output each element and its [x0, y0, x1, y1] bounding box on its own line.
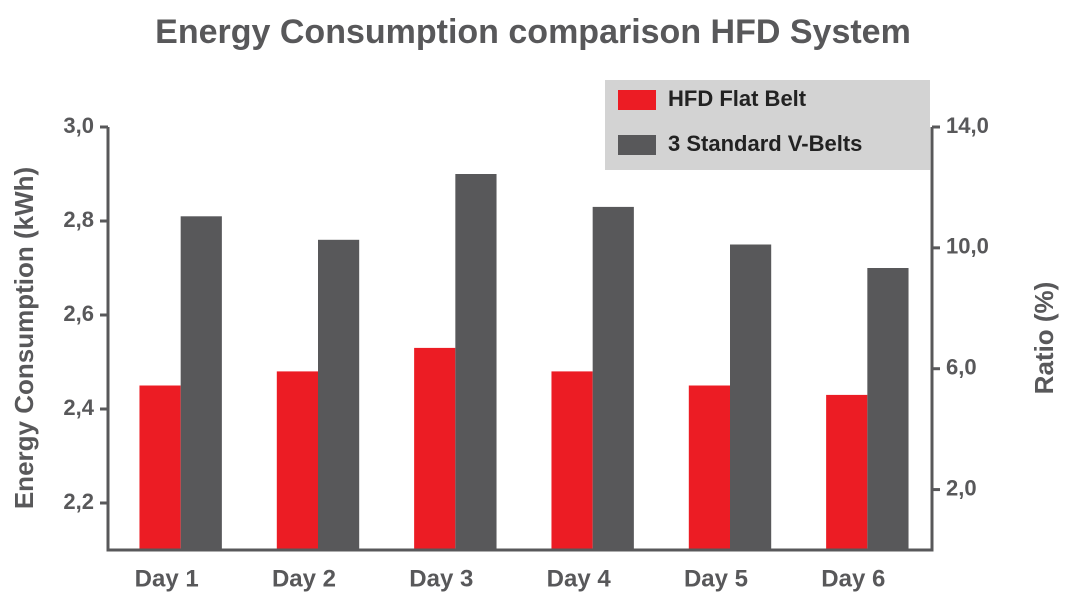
y2-tick-label: 6,0 — [946, 355, 977, 380]
bar — [180, 216, 222, 551]
legend-swatch — [618, 90, 656, 110]
y2-axis-label: Ratio (%) — [1029, 282, 1059, 395]
bar — [414, 347, 456, 550]
bar — [592, 206, 634, 550]
x-tick-label: Day 3 — [409, 565, 473, 592]
legend-label: HFD Flat Belt — [668, 86, 807, 111]
bar — [826, 394, 868, 550]
bar — [688, 385, 730, 550]
bar — [455, 174, 497, 550]
x-tick-label: Day 5 — [684, 565, 748, 592]
legend-box — [605, 80, 930, 170]
y-tick-label: 2,6 — [63, 301, 94, 326]
x-tick-label: Day 6 — [821, 565, 885, 592]
y2-tick-label: 14,0 — [946, 113, 989, 138]
bar — [730, 244, 772, 550]
bar — [551, 371, 593, 550]
y2-tick-label: 10,0 — [946, 234, 989, 259]
y-tick-label: 2,4 — [63, 395, 94, 420]
y-tick-label: 2,8 — [63, 207, 94, 232]
legend-label: 3 Standard V-Belts — [668, 131, 862, 156]
y2-tick-label: 2,0 — [946, 475, 977, 500]
legend-swatch — [618, 135, 656, 155]
y-tick-label: 3,0 — [63, 113, 94, 138]
y-tick-label: 2,2 — [63, 489, 94, 514]
x-tick-label: Day 4 — [547, 565, 612, 592]
bar — [318, 239, 360, 551]
y-axis-label: Energy Consumption (kWh) — [9, 167, 39, 509]
x-tick-label: Day 1 — [135, 565, 199, 592]
bar — [276, 371, 318, 550]
bar — [139, 385, 181, 550]
chart-title: Energy Consumption comparison HFD System — [155, 13, 911, 51]
bar — [867, 268, 909, 550]
axes — [106, 127, 934, 552]
x-tick-label: Day 2 — [272, 565, 336, 592]
